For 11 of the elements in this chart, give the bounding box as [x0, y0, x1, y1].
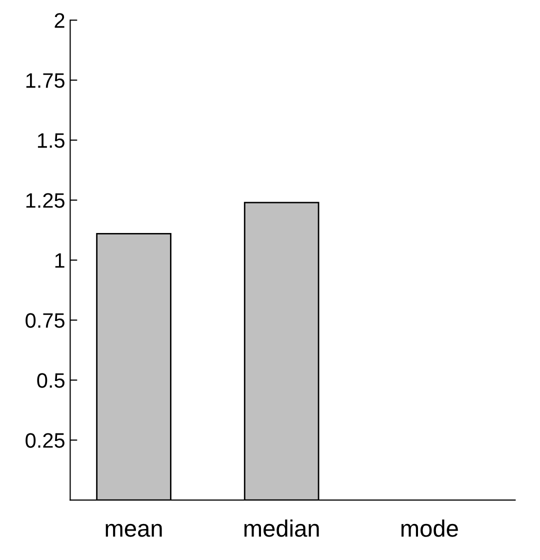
x-tick-label: median — [244, 520, 319, 537]
y-tick-label: 1.75 — [26, 73, 64, 88]
y-tick-label: 0.5 — [37, 373, 64, 388]
y-tick-label: 0.25 — [26, 433, 64, 448]
y-tick-label: 2 — [54, 13, 64, 28]
y-tick-label: 1.5 — [38, 133, 64, 148]
x-tick-label: mean — [106, 524, 162, 537]
x-tick-label: mode — [401, 520, 458, 537]
y-tick-label: 1.25 — [26, 193, 64, 208]
y-tick-label: 0.75 — [26, 313, 64, 328]
y-tick-label: 1 — [55, 253, 64, 268]
